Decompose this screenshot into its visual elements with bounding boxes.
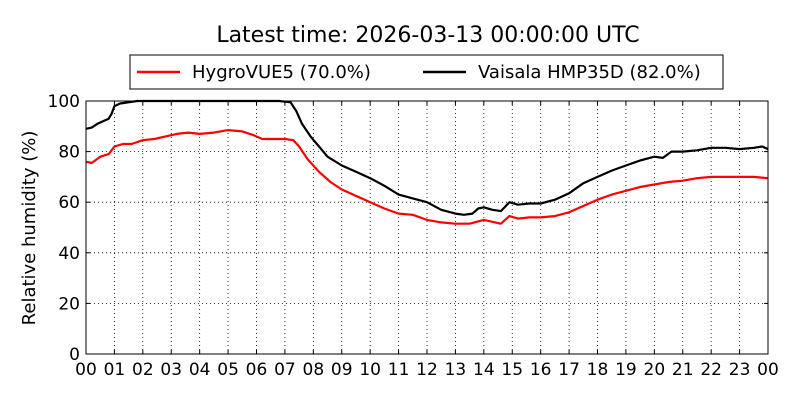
x-tick-label: 14 [473,360,495,380]
x-tick-label: 00 [757,360,779,380]
legend: HygroVUE5 (70.0%) Vaisala HMP35D (82.0%) [129,54,724,90]
x-tick-label: 11 [388,360,410,380]
plot-frame [85,100,769,355]
x-tick-label: 19 [615,360,637,380]
chart-title: Latest time: 2026-03-13 00:00:00 UTC [216,23,639,48]
legend-label-vaisala: Vaisala HMP35D (82.0%) [478,62,701,83]
x-tick-label: 07 [274,360,296,380]
y-axis-label: Relative humidity (%) [19,131,40,326]
x-tick-label: 01 [104,360,126,380]
x-tick-label: 22 [700,360,722,380]
x-tick-label: 02 [132,360,154,380]
y-tick-label: 20 [58,294,80,314]
x-tick-label: 21 [672,360,694,380]
x-tick-label: 05 [217,360,239,380]
y-tick-label: 40 [58,244,80,264]
y-tick-label: 0 [69,345,80,365]
x-tick-label: 00 [75,360,97,380]
legend-label-hygrovue5: HygroVUE5 (70.0%) [192,62,371,83]
x-tick-label: 18 [587,360,609,380]
y-tick-label: 80 [58,143,80,163]
x-tick-label: 06 [246,360,268,380]
x-tick-label: 09 [331,360,353,380]
y-tick-label: 60 [58,193,80,213]
y-tick-label: 100 [48,92,80,112]
x-tick-label: 08 [303,360,325,380]
grid [86,101,768,354]
x-tick-label: 23 [729,360,751,380]
x-tick-label: 10 [359,360,381,380]
x-tick-label: 03 [160,360,182,380]
x-tick-label: 16 [530,360,552,380]
series-line-hygrovue5 [85,129,769,225]
ticks: 00 01 02 03 04 05 06 07 08 09 10 11 12 13 14 15 16 17 18 19… [48,92,779,380]
x-tick-label: 17 [558,360,580,380]
x-tick-label: 20 [644,360,666,380]
x-tick-label: 13 [445,360,467,380]
x-tick-label: 15 [501,360,523,380]
x-tick-label: 04 [189,360,211,380]
x-tick-label: 12 [416,360,438,380]
